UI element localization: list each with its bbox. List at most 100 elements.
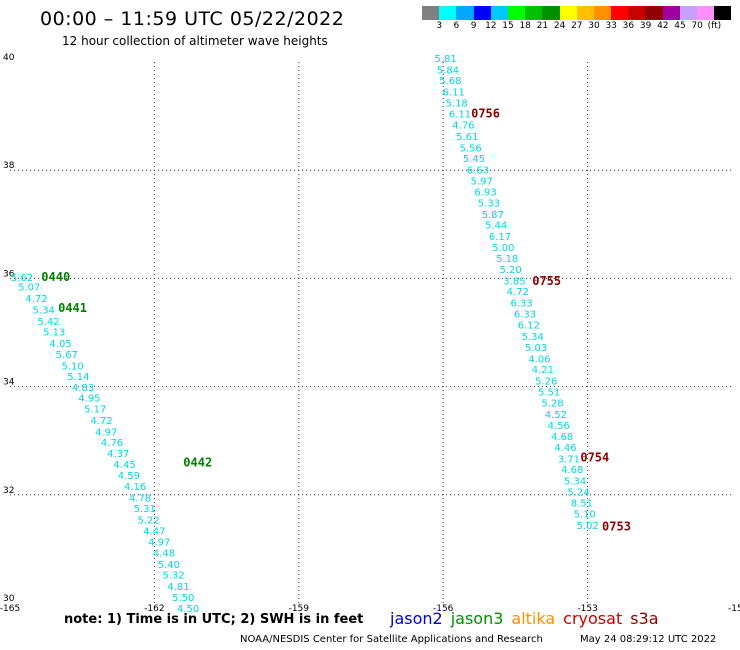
colorbar-swatch — [714, 6, 732, 20]
time-label: 0754 — [580, 450, 609, 464]
swh-value: 5.97 — [471, 176, 493, 187]
swh-value: 4.95 — [78, 394, 100, 405]
swh-value: 4.78 — [129, 493, 151, 504]
swh-value: 5.24 — [567, 487, 589, 498]
colorbar-label: (ft) — [707, 21, 722, 31]
lon-tick-label: -162 — [144, 604, 164, 614]
swh-value: 5.87 — [482, 210, 504, 221]
colorbar-swatch — [611, 6, 629, 20]
swh-value: 5.28 — [541, 399, 563, 410]
swh-value: 5.20 — [499, 265, 521, 276]
colorbar-label: 12 — [485, 21, 497, 31]
swh-value: 5.51 — [538, 387, 560, 398]
lon-tick-label: -159 — [289, 604, 310, 614]
mission-jason3: jason3 — [450, 609, 504, 628]
map-ticks: -165 -162 -159 -156 -153 -150 30 32 34 36 38 40 — [0, 53, 740, 614]
swh-value: 4.68 — [551, 432, 573, 443]
colorbar-label: 36 — [622, 21, 635, 31]
lat-tick-label: 38 — [3, 161, 15, 171]
colorbar-swatch — [542, 6, 560, 20]
colorbar-label: 24 — [553, 21, 566, 31]
swh-value: 4.97 — [95, 427, 117, 438]
colorbar-swatch — [422, 6, 440, 20]
swh-value: 4.72 — [507, 287, 529, 298]
swh-value: 6.33 — [514, 309, 536, 320]
lon-tick-label: -153 — [577, 604, 597, 614]
swh-value: 5.50 — [172, 593, 194, 604]
swh-value: 5.26 — [535, 376, 557, 387]
lat-tick-label: 32 — [3, 486, 14, 496]
swh-value: 6.12 — [518, 321, 540, 332]
swh-value: 5.42 — [37, 317, 59, 328]
time-labels: 0440 0441 0442 0756 0755 0754 0753 — [41, 107, 631, 534]
swh-value: 5.34 — [564, 477, 586, 488]
swh-value: 4.50 — [177, 604, 199, 615]
swh-value: 5.45 — [463, 154, 485, 165]
colorbar-swatch — [507, 6, 526, 20]
lat-tick-label: 36 — [3, 269, 15, 279]
swh-value: 5.07 — [18, 282, 40, 293]
swh-value: 4.37 — [107, 449, 129, 460]
colorbar-swatch — [645, 6, 663, 20]
swh-value: 4.16 — [124, 482, 146, 493]
swh-value: 5.62 — [11, 273, 33, 284]
time-label: 0441 — [58, 301, 87, 315]
swh-value: 5.34 — [522, 332, 544, 343]
colorbar-label: 9 — [470, 21, 477, 31]
lon-tick-label: -165 — [0, 604, 20, 614]
swh-value: 5.44 — [485, 221, 507, 232]
colorbar-labels: 3 6 9 12 15 18 21 24 27 30 33 36 39 42 45 70 (ft) — [422, 21, 740, 33]
swh-value: 4.97 — [148, 538, 170, 549]
swh-value: 5.17 — [84, 405, 106, 416]
swh-value: 5.03 — [525, 343, 547, 354]
swh-value: 5.61 — [456, 132, 478, 143]
colorbar-label: 3 — [436, 21, 443, 31]
colorbar-swatch — [593, 6, 612, 20]
swh-value: 4.81 — [167, 582, 189, 593]
mission-altika: altika — [511, 609, 556, 628]
swh-value: 6.93 — [474, 188, 496, 199]
time-label: 0755 — [532, 274, 561, 288]
swh-value: 5.00 — [492, 243, 514, 254]
swh-value: 5.84 — [437, 65, 459, 76]
swh-value: 6.33 — [511, 299, 533, 310]
swh-value: 5.32 — [163, 571, 185, 582]
colorbar-label: 6 — [453, 21, 460, 31]
colorbar-swatch — [559, 6, 577, 20]
swh-value: 6.11 — [449, 110, 471, 121]
colorbar-swatch — [576, 6, 594, 20]
colorbar-label: 30 — [588, 21, 600, 31]
colorbar-label: 45 — [674, 21, 686, 31]
swh-value: 4.59 — [118, 471, 140, 482]
colorbar-swatch — [628, 6, 646, 20]
swh-value: 4.76 — [101, 438, 123, 449]
swh-colorbar — [422, 6, 732, 20]
mission-legend: jason2 jason3 altika cryosat s3a — [390, 609, 667, 628]
page-title: 00:00 – 11:59 UTC 05/22/2022 — [40, 8, 345, 30]
swh-value: 5.10 — [61, 361, 83, 372]
swh-value: 6.17 — [489, 232, 511, 243]
colorbar-swatch — [456, 6, 474, 20]
colorbar-swatch — [679, 6, 697, 20]
swh-value: 4.06 — [528, 354, 550, 365]
colorbar-label: 27 — [571, 21, 583, 31]
page-subtitle: 12 hour collection of altimeter wave hei… — [62, 34, 328, 48]
colorbar-swatch — [439, 6, 457, 20]
swh-value: 4.46 — [554, 443, 576, 454]
swh-value: 4.47 — [143, 526, 165, 537]
lat-tick-label: 30 — [3, 594, 15, 604]
time-label: 0440 — [41, 270, 70, 284]
time-label: 0442 — [183, 456, 212, 470]
swh-value: 5.22 — [137, 515, 159, 526]
swh-value: 4.45 — [113, 460, 135, 471]
swh-value: 4.56 — [548, 421, 570, 432]
mission-jason2: jason2 — [390, 609, 443, 628]
swh-value: 5.56 — [460, 143, 482, 154]
west-track: 5.625.074.725.345.425.134.055.675.105.14… — [11, 273, 199, 615]
swh-value: 4.05 — [49, 339, 71, 350]
colorbar-swatch — [662, 6, 680, 20]
mission-s3a: s3a — [630, 609, 659, 628]
swh-value: 5.81 — [434, 54, 456, 65]
swh-value: 5.40 — [158, 560, 180, 571]
colorbar-label: 70 — [691, 21, 703, 31]
